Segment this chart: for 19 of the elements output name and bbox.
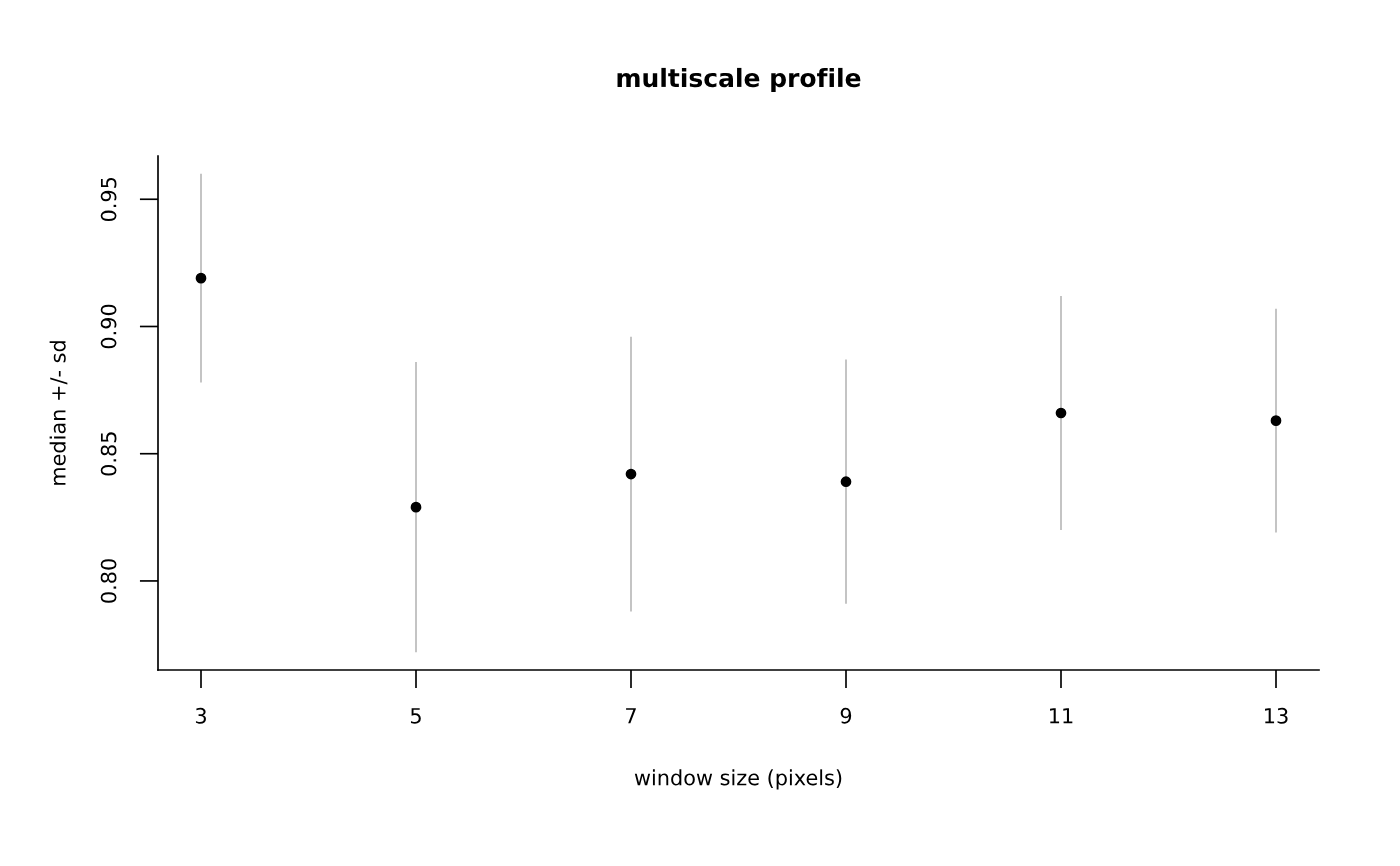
point <box>410 501 422 513</box>
y-tick-label: 0.95 <box>100 177 117 222</box>
x-tick-label: 9 <box>840 707 852 724</box>
x-tick-label: 7 <box>626 708 636 724</box>
point <box>840 476 852 488</box>
point <box>625 468 637 480</box>
chart-title: multiscale profile <box>617 67 861 93</box>
x-axis-title: window size (pixels) <box>634 769 842 790</box>
x-tick-label: 11 <box>1050 708 1073 724</box>
y-tick-label: 0.85 <box>100 432 117 476</box>
x-tick-label: 5 <box>410 708 421 724</box>
y-tick-label: 0.80 <box>100 559 117 603</box>
y-axis-title: median +/- sd <box>49 341 68 485</box>
point <box>1055 407 1067 419</box>
x-tick-label: 13 <box>1265 707 1288 724</box>
point <box>1270 415 1282 426</box>
x-tick-label: 3 <box>195 707 206 724</box>
y-tick-label: 0.90 <box>100 304 117 349</box>
point <box>195 272 207 284</box>
